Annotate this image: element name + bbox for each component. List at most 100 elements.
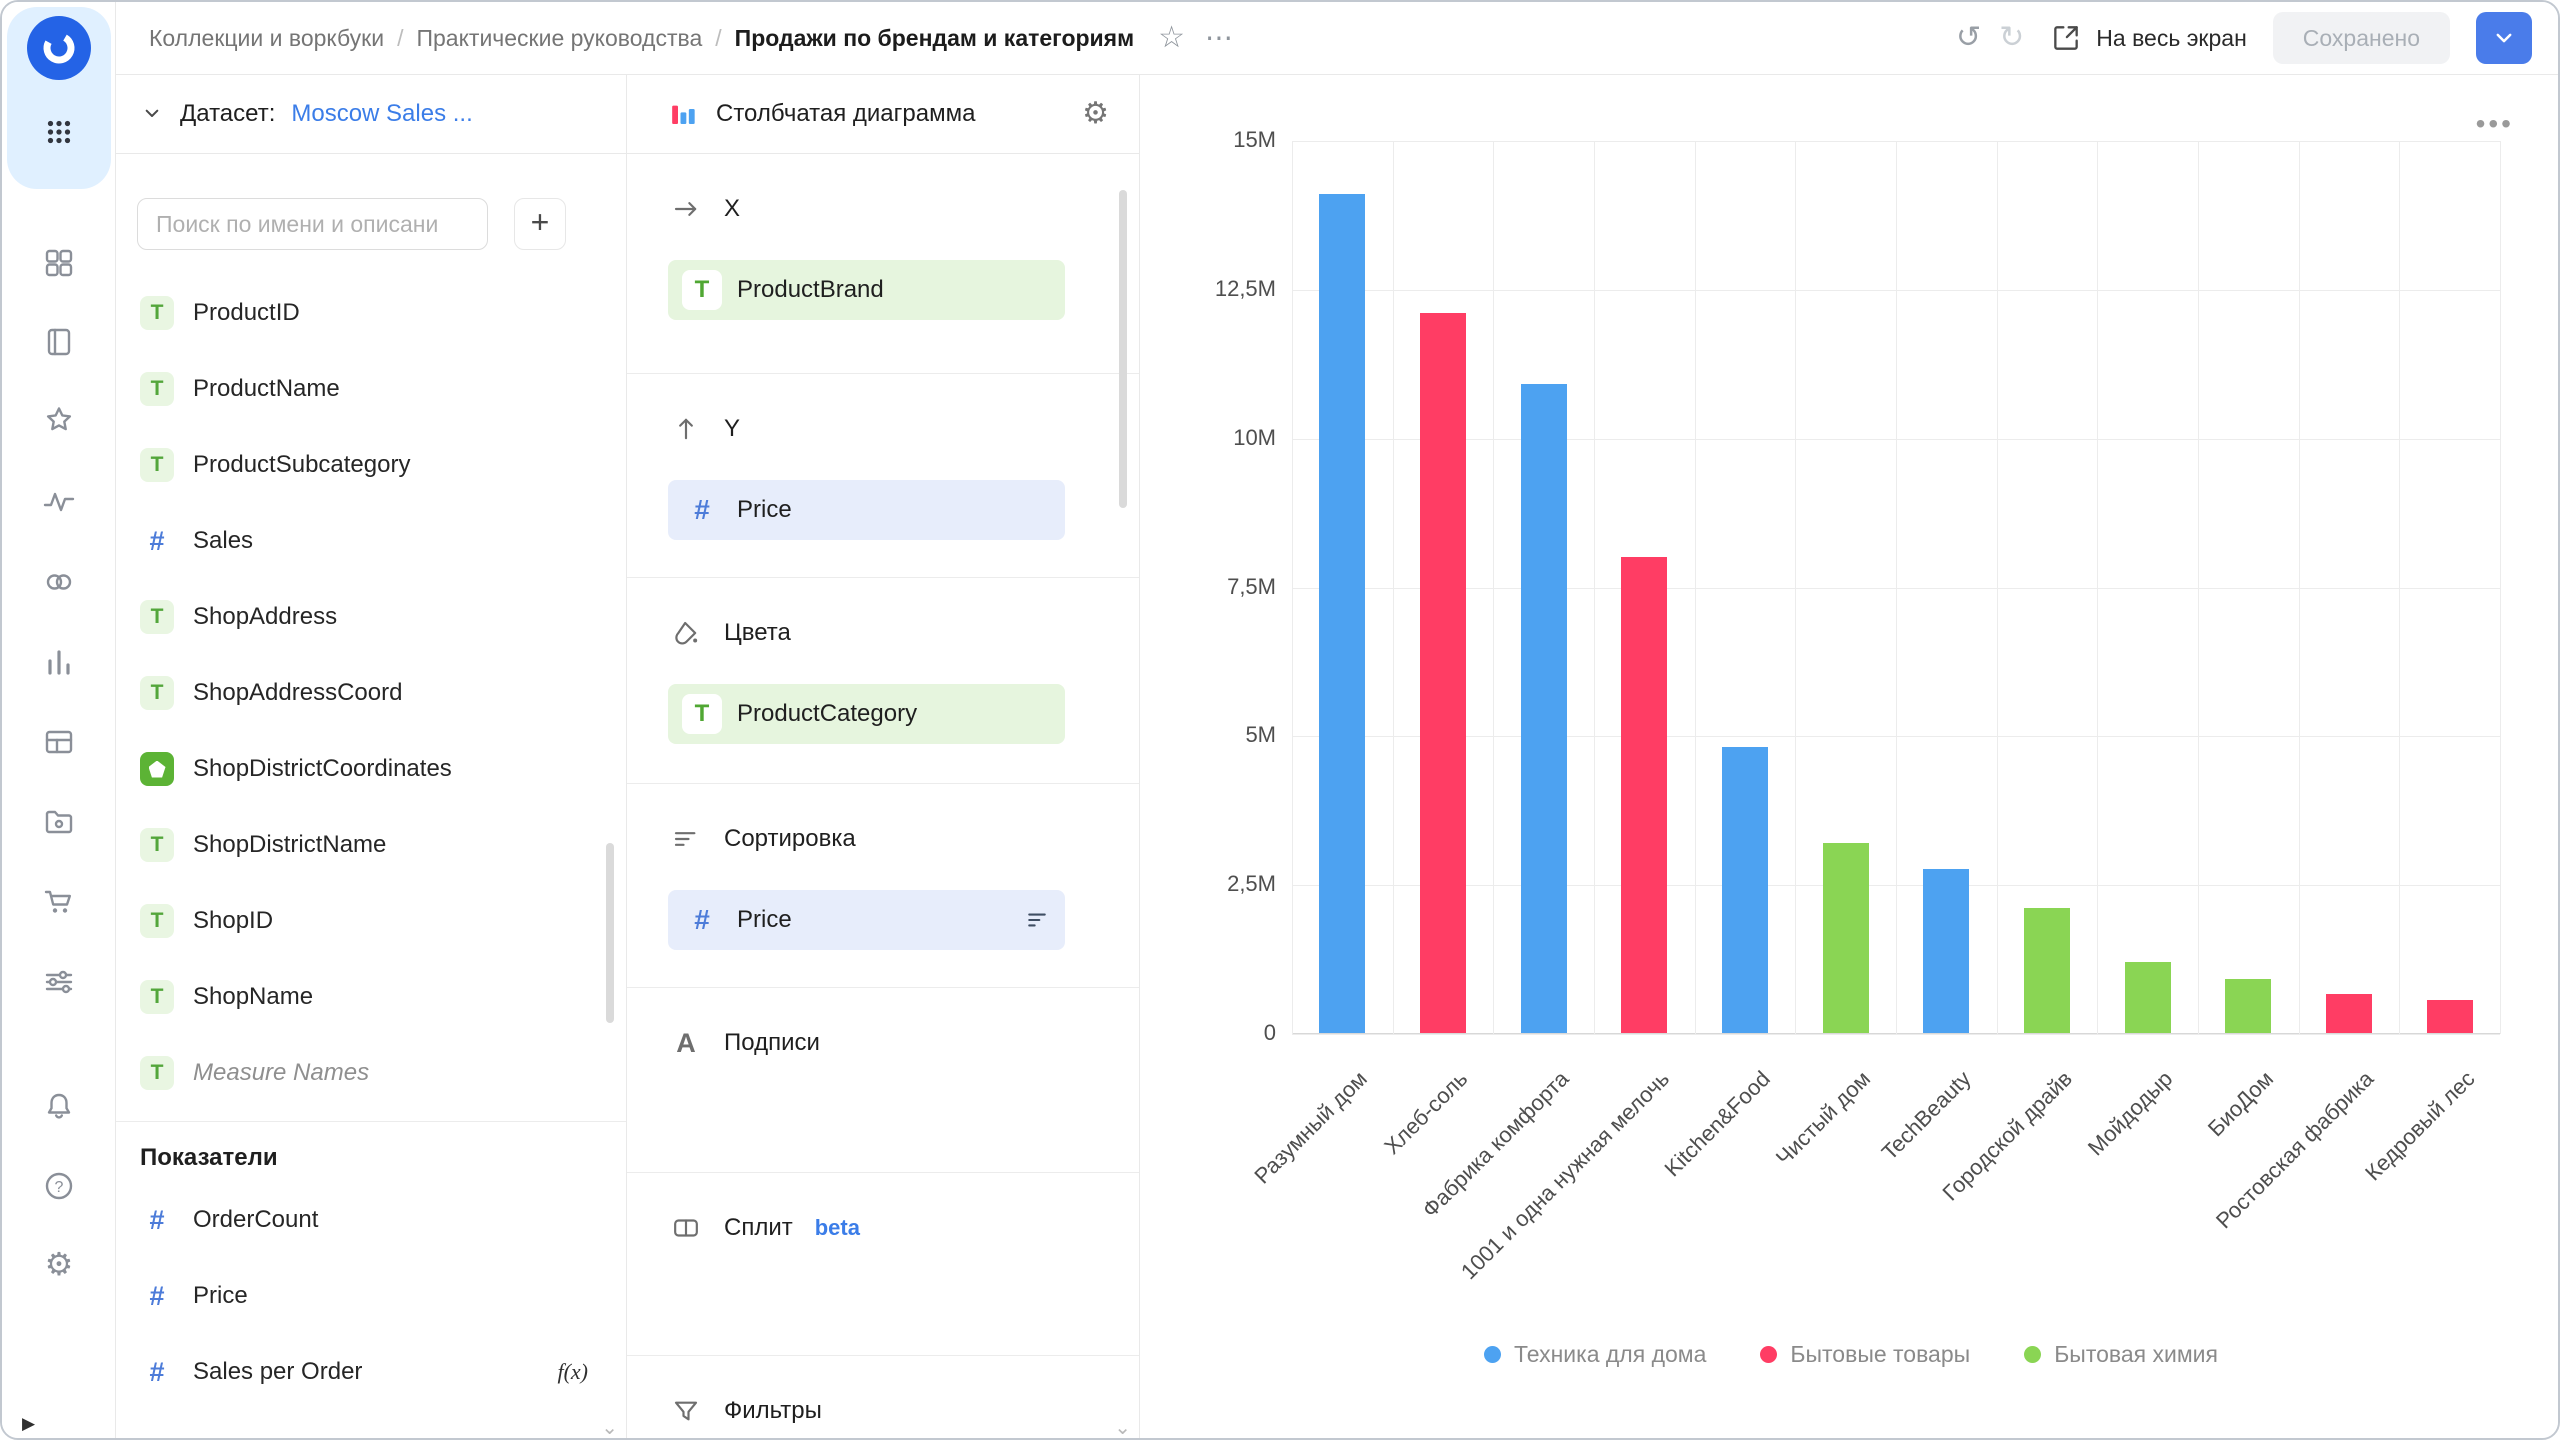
field-row[interactable]: # Sales per Order f(x) xyxy=(116,1334,626,1410)
svg-text:?: ? xyxy=(55,1179,64,1196)
nav-dashboards-button[interactable] xyxy=(37,720,81,764)
saved-button[interactable]: Сохранено xyxy=(2272,12,2450,64)
column-chart-icon[interactable] xyxy=(668,99,698,129)
field-row[interactable]: # Sales xyxy=(116,503,626,579)
text-type-icon: T xyxy=(140,676,174,710)
add-field-button[interactable]: + xyxy=(514,198,566,250)
field-label: ShopName xyxy=(193,983,314,1010)
field-row[interactable]: # OrderCount xyxy=(116,1182,626,1258)
measures-section-header: Показатели xyxy=(140,1144,278,1171)
nav-marketplace-button[interactable] xyxy=(37,880,81,924)
breadcrumb-chart-title: Продажи по брендам и категориям xyxy=(734,24,1135,51)
nav-favorites-button[interactable] xyxy=(37,398,81,442)
nav-workbooks-button[interactable] xyxy=(37,320,81,364)
section-colors-label: Цвета xyxy=(724,619,791,646)
nav-datasets-button[interactable] xyxy=(37,560,81,604)
section-sort: Сортировка # Price xyxy=(627,784,1139,988)
fullscreen-label: На весь экран xyxy=(2096,24,2247,51)
nav-charts-button[interactable] xyxy=(37,640,81,684)
field-row[interactable]: # Price xyxy=(116,1258,626,1334)
notifications-button[interactable] xyxy=(37,1084,81,1128)
bar[interactable] xyxy=(1822,842,1869,1033)
bar[interactable] xyxy=(2124,961,2171,1033)
h-gridline xyxy=(1292,587,2500,589)
dataset-name-link[interactable]: Moscow Sales ... xyxy=(291,100,473,127)
y-field-chip[interactable]: # Price xyxy=(668,480,1065,540)
section-sort-label-row: Сортировка xyxy=(668,822,1139,856)
geo-shape xyxy=(148,760,166,778)
bar[interactable] xyxy=(1621,556,1668,1033)
field-row[interactable]: T ShopID xyxy=(116,883,626,959)
expand-rail-icon[interactable]: ▶ xyxy=(22,1414,36,1433)
field-row[interactable]: T ShopAddressCoord xyxy=(116,655,626,731)
section-y: Y # Price xyxy=(627,374,1139,578)
bar[interactable] xyxy=(1319,193,1366,1033)
nav-services-button[interactable] xyxy=(37,960,81,1004)
help-button[interactable]: ? xyxy=(37,1164,81,1208)
bar[interactable] xyxy=(2326,994,2372,1033)
section-split-label-row: Сплит beta xyxy=(668,1211,1139,1245)
chart-menu-button[interactable]: ••• xyxy=(2470,109,2520,139)
plus-icon: + xyxy=(530,204,550,240)
field-row[interactable]: T ShopName xyxy=(116,959,626,1035)
bar[interactable] xyxy=(1722,747,1768,1033)
fullscreen-button[interactable]: На весь экран xyxy=(2050,22,2247,54)
bar[interactable] xyxy=(2024,907,2070,1033)
nav-collections-button[interactable] xyxy=(37,241,81,285)
datalens-logo[interactable] xyxy=(27,16,91,80)
bar[interactable] xyxy=(2426,1000,2473,1033)
text-type-icon: T xyxy=(682,694,722,734)
field-row[interactable]: T ProductName xyxy=(116,351,626,427)
scrollbar-thumb[interactable] xyxy=(1119,190,1127,508)
section-x-label: X xyxy=(724,195,741,222)
field-search-input[interactable] xyxy=(137,198,488,250)
field-row[interactable]: T ProductID xyxy=(116,275,626,351)
scroll-down-indicator[interactable]: ⌄ xyxy=(601,1417,618,1439)
field-label: ProductName xyxy=(193,375,340,402)
chevron-down-icon[interactable] xyxy=(140,102,164,126)
redo-icon[interactable]: ↻ xyxy=(1999,21,2025,54)
legend-item[interactable]: Техника для дома xyxy=(1484,1341,1706,1368)
save-dropdown-button[interactable] xyxy=(2476,12,2532,64)
gear-icon[interactable]: ⚙ xyxy=(1082,97,1109,130)
legend-dot-icon xyxy=(1760,1346,1778,1363)
plot-area xyxy=(1292,141,2501,1035)
section-labels-label-row: A Подписи xyxy=(668,1026,1139,1060)
scrollbar-thumb[interactable] xyxy=(606,843,614,1023)
bell-icon xyxy=(47,1093,71,1119)
field-row[interactable]: T ShopAddress xyxy=(116,579,626,655)
legend-item[interactable]: Бытовые товары xyxy=(1760,1341,1970,1368)
field-label: Sales per Order xyxy=(193,1358,363,1385)
field-row[interactable]: T ProductSubcategory xyxy=(116,427,626,503)
sort-direction-icon[interactable] xyxy=(1023,906,1051,934)
bar[interactable] xyxy=(1520,384,1567,1033)
settings-button[interactable]: ⚙ xyxy=(37,1242,81,1286)
chart-type-label[interactable]: Столбчатая диаграмма xyxy=(716,100,976,127)
bar[interactable] xyxy=(1923,869,1970,1033)
breadcrumb-workbook[interactable]: Практические руководства xyxy=(416,24,703,51)
field-row[interactable]: T ShopDistrictName xyxy=(116,807,626,883)
field-row[interactable]: ShopDistrictCoordinates xyxy=(116,731,626,807)
bar[interactable] xyxy=(2225,979,2272,1033)
x-axis-label: Мойдодыр xyxy=(2082,1066,2178,1161)
x-field-chip[interactable]: T ProductBrand xyxy=(668,260,1065,320)
colors-field-chip[interactable]: T ProductCategory xyxy=(668,684,1065,744)
filter-icon xyxy=(668,1396,704,1426)
nav-monitoring-button[interactable] xyxy=(37,480,81,524)
nav-storage-button[interactable] xyxy=(37,800,81,844)
x-axis-label: Хлеб-соль xyxy=(1379,1066,1473,1160)
bar[interactable] xyxy=(1420,312,1466,1033)
undo-icon[interactable]: ↺ xyxy=(1956,21,1982,54)
field-label: ProductID xyxy=(193,299,300,326)
breadcrumb-collections[interactable]: Коллекции и воркбуки xyxy=(149,24,385,51)
measure-list: # OrderCount # Price # Sales per Order f(x) xyxy=(116,1182,626,1410)
legend-item[interactable]: Бытовая химия xyxy=(2024,1341,2218,1368)
field-label: Price xyxy=(193,1282,248,1309)
apps-menu-button[interactable] xyxy=(37,110,81,154)
more-menu-button[interactable]: ⋯ xyxy=(1205,22,1236,53)
star-outline-icon[interactable]: ☆ xyxy=(1158,21,1186,54)
scroll-down-indicator[interactable]: ⌄ xyxy=(1114,1417,1131,1439)
pulse-icon xyxy=(43,492,75,512)
sort-field-chip[interactable]: # Price xyxy=(668,890,1065,950)
field-row[interactable]: T Measure Names xyxy=(116,1035,626,1111)
